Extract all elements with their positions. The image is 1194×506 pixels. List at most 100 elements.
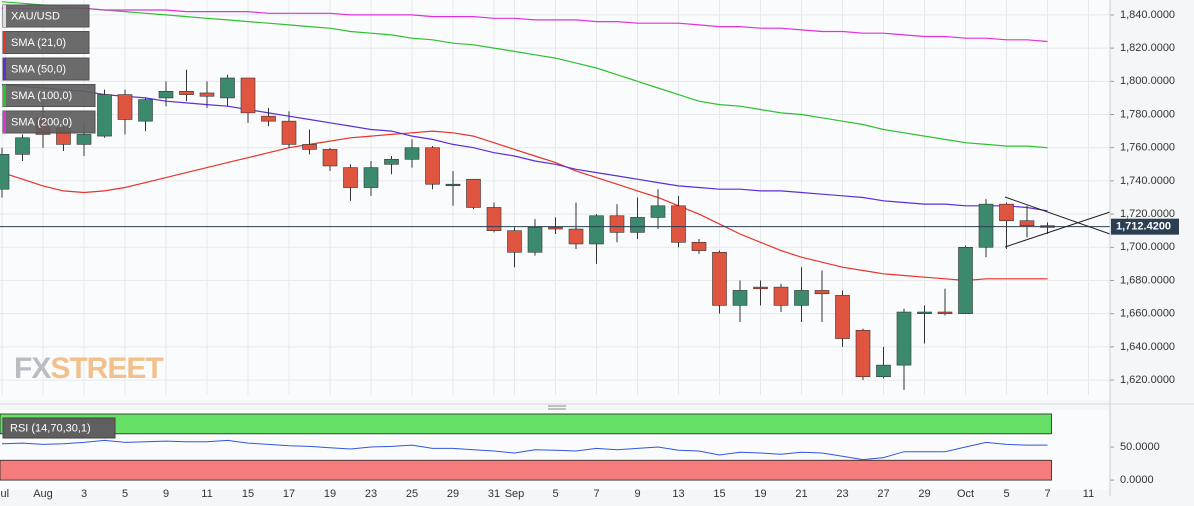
candle-body bbox=[855, 329, 871, 378]
candle-body bbox=[486, 207, 502, 231]
y-tick-label: 1,720.0000 bbox=[1120, 208, 1175, 220]
x-tick-label: 9 bbox=[634, 488, 640, 500]
x-tick-label: 21 bbox=[795, 488, 807, 500]
sma-line bbox=[1, 84, 1048, 212]
candle-body bbox=[1019, 220, 1035, 227]
trend-line bbox=[1004, 211, 1111, 248]
candle-body bbox=[896, 311, 912, 366]
sma-line bbox=[1, 1, 1048, 149]
rsi-line bbox=[1, 439, 1048, 461]
candle-body bbox=[568, 228, 584, 245]
x-tick-label: 29 bbox=[918, 488, 930, 500]
candle-body bbox=[343, 167, 358, 188]
y-tick-label: 1,740.0000 bbox=[1120, 175, 1175, 187]
x-tick-label: 5 bbox=[122, 488, 128, 500]
y-tick-label: 1,700.0000 bbox=[1120, 241, 1175, 253]
candle-body bbox=[384, 159, 399, 165]
candle-body bbox=[671, 205, 686, 243]
candle-body bbox=[589, 215, 604, 245]
x-tick-label: 23 bbox=[365, 488, 377, 500]
candle-body bbox=[425, 147, 440, 185]
y-tick-label: 1,800.0000 bbox=[1120, 75, 1175, 87]
legend-label: XAU/USD bbox=[11, 10, 60, 22]
candle-body bbox=[97, 94, 112, 137]
y-tick-label: 1,660.0000 bbox=[1120, 308, 1175, 320]
candle-body bbox=[814, 290, 830, 295]
legend-label: SMA (50,0) bbox=[11, 63, 66, 75]
candle-body bbox=[220, 77, 235, 99]
legend-label: SMA (100,0) bbox=[11, 90, 72, 102]
candle-body bbox=[15, 137, 30, 155]
candle-body bbox=[999, 203, 1014, 222]
x-tick-label: 29 bbox=[447, 488, 459, 500]
watermark-fx: FX bbox=[14, 352, 51, 385]
y-tick-label: 1,760.0000 bbox=[1120, 142, 1175, 154]
y-tick-label: 50.0000 bbox=[1120, 441, 1160, 453]
x-tick-label: 23 bbox=[836, 488, 848, 500]
x-tick-label: 17 bbox=[283, 488, 295, 500]
y-tick-label: 1,840.0000 bbox=[1120, 9, 1175, 21]
x-tick-label: 13 bbox=[672, 488, 684, 500]
candle-body bbox=[76, 134, 92, 145]
candle-body bbox=[527, 227, 543, 253]
candle-body bbox=[630, 217, 645, 233]
x-tick-label: Oct bbox=[957, 488, 974, 500]
y-tick-label: 1,820.0000 bbox=[1120, 42, 1175, 54]
x-tick-label: Jul bbox=[0, 488, 9, 500]
candle-body bbox=[240, 77, 256, 114]
x-tick-label: 19 bbox=[754, 488, 766, 500]
legend-label: RSI (14,70,30,1) bbox=[10, 422, 91, 434]
legend-swatch bbox=[3, 5, 6, 27]
legend-swatch bbox=[3, 31, 6, 54]
x-tick-label: 27 bbox=[877, 488, 889, 500]
legend-box bbox=[2, 417, 116, 439]
x-tick-label: 19 bbox=[324, 488, 336, 500]
y-tick-label: 1,620.0000 bbox=[1120, 374, 1175, 386]
y-tick-label: 1,640.0000 bbox=[1120, 341, 1175, 353]
watermark-street: STREET bbox=[50, 352, 163, 385]
candle-body bbox=[445, 183, 461, 187]
candle-body bbox=[978, 203, 994, 248]
candle-body bbox=[876, 364, 891, 378]
x-tick-label: 9 bbox=[163, 488, 169, 500]
x-tick-label: 15 bbox=[713, 488, 725, 500]
x-tick-label: 7 bbox=[593, 488, 599, 500]
candle-body bbox=[773, 286, 789, 306]
trend-line bbox=[1004, 196, 1111, 235]
candle-body bbox=[322, 149, 338, 167]
x-tick-label: 3 bbox=[81, 488, 87, 500]
plot-layer: 1,620.0000 1,640.0000 1,660.0000 1,680.0000… bbox=[0, 0, 1179, 500]
x-tick-label: 11 bbox=[1083, 488, 1094, 500]
sma-line bbox=[2, 7, 1048, 43]
rsi-band bbox=[0, 413, 1052, 435]
y-tick-label: 1,680.0000 bbox=[1120, 274, 1175, 286]
x-tick-label: Aug bbox=[33, 488, 53, 500]
candle-body bbox=[794, 290, 809, 306]
x-tick-label: 15 bbox=[242, 488, 254, 500]
candle-body bbox=[261, 115, 276, 122]
x-tick-label: 5 bbox=[1003, 488, 1009, 500]
legend-label: SMA (200,0) bbox=[11, 116, 72, 128]
candle-body bbox=[732, 290, 748, 306]
y-tick-label: 0.0000 bbox=[1120, 474, 1154, 486]
candle-body bbox=[302, 144, 317, 150]
candle-body bbox=[138, 99, 153, 122]
candle-body bbox=[650, 205, 666, 218]
candle-body bbox=[712, 251, 727, 306]
candle-body bbox=[548, 227, 563, 230]
candle-body bbox=[466, 178, 481, 208]
candle-body bbox=[404, 147, 420, 160]
last-price-box bbox=[1111, 218, 1179, 235]
legend-swatch bbox=[3, 58, 6, 80]
x-tick-label: 25 bbox=[406, 488, 418, 500]
candle-body bbox=[835, 295, 850, 339]
candle-body bbox=[281, 120, 297, 145]
candle-body bbox=[917, 311, 932, 314]
candle-body bbox=[691, 242, 707, 251]
x-tick-label: 5 bbox=[552, 488, 558, 500]
watermark: FXSTREET bbox=[14, 352, 163, 385]
candle-body bbox=[958, 246, 973, 314]
x-tick-label: Sep bbox=[505, 488, 525, 500]
candle-body bbox=[117, 94, 133, 120]
